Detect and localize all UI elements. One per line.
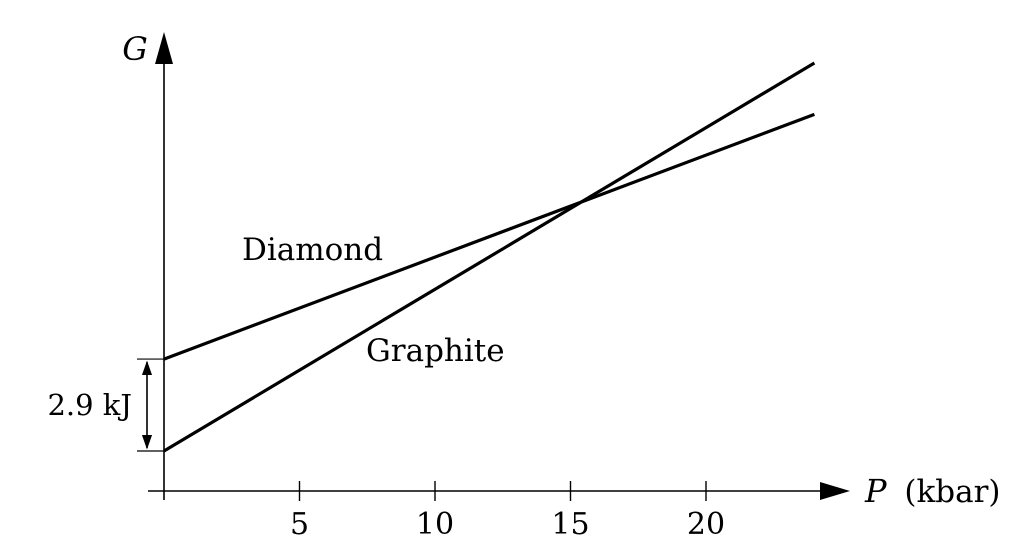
y-axis-label: G [122, 30, 148, 68]
x-tick-label-20: 20 [687, 507, 725, 542]
x-tick-label-5: 5 [290, 507, 309, 542]
x-tick-label-15: 15 [551, 507, 589, 542]
x-axis-variable: P [864, 472, 887, 510]
gap-label: 2.9 kJ [47, 388, 132, 422]
x-axis-unit: (kbar) [904, 474, 1000, 510]
y-axis-arrowhead [155, 32, 173, 64]
graphite-label: Graphite [366, 333, 505, 369]
diamond-label: Diamond [242, 232, 383, 268]
x-ticks: 5 10 15 20 [290, 481, 725, 542]
graphite-line [163, 61, 816, 453]
x-tick-label-10: 10 [416, 507, 454, 542]
series-lines: Diamond Graphite [163, 61, 816, 453]
axes [148, 32, 850, 500]
energy-gap-annotation: 2.9 kJ [47, 358, 164, 452]
x-axis-label: P (kbar) [864, 472, 1001, 510]
diamond-line [163, 112, 815, 361]
x-axis-arrowhead [820, 482, 850, 500]
